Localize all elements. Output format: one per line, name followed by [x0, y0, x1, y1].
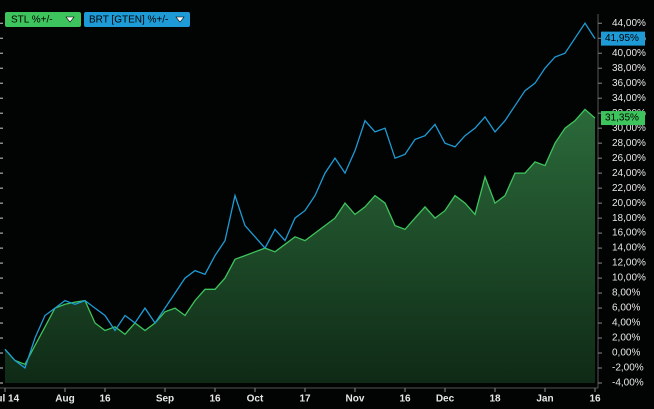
x-tick-label: 16: [99, 394, 111, 405]
y-tick-label: 36,00%: [612, 78, 646, 89]
value-label: 41,95%: [605, 33, 639, 44]
legend-label[interactable]: BRT [GTEN] %+/-: [89, 15, 168, 26]
y-tick-label: 30,00%: [612, 123, 646, 134]
y-tick-label: 38,00%: [612, 63, 646, 74]
legend-button[interactable]: STL %+/-: [5, 12, 81, 27]
y-tick-label: 44,00%: [612, 18, 646, 29]
x-tick-label: Oct: [247, 394, 264, 405]
value-label-box: [601, 31, 645, 46]
y-tick-label: 0,00%: [612, 348, 640, 359]
dropdown-arrow[interactable]: [65, 16, 75, 23]
x-tick-label: 17: [299, 394, 311, 405]
x-tick-label: 18: [489, 394, 501, 405]
y-tick-label: 6,00%: [612, 303, 640, 314]
y-tick-label: 4,00%: [612, 318, 640, 329]
y-tick-label: 12,00%: [612, 258, 646, 269]
x-tick-label: Jul 14: [0, 394, 20, 405]
y-tick-label: 40,00%: [612, 48, 646, 59]
y-tick-label: 28,00%: [612, 138, 646, 149]
y-tick-label: 18,00%: [612, 213, 646, 224]
legend-label[interactable]: STL %+/-: [11, 15, 53, 26]
x-tick-label: Aug: [55, 394, 74, 405]
area: [5, 109, 595, 384]
x-tick-label: Nov: [346, 394, 365, 405]
x-tick-label: 16: [399, 394, 411, 405]
y-tick-label: 14,00%: [612, 243, 646, 254]
value-label-box: [601, 111, 645, 126]
y-tick-label: 24,00%: [612, 168, 646, 179]
line: [4, 22, 596, 370]
y-tick-label: -2,00%: [612, 363, 644, 374]
y-tick-label: 26,00%: [612, 153, 646, 164]
x-tick-label: Dec: [436, 394, 455, 405]
value-label: 31,35%: [605, 113, 639, 124]
dropdown-arrow[interactable]: [175, 16, 185, 23]
legend-button[interactable]: BRT [GTEN] %+/-: [84, 12, 190, 27]
x-tick-label: Sep: [156, 394, 174, 405]
y-tick-label: 8,00%: [612, 288, 640, 299]
y-tick-label: 10,00%: [612, 273, 646, 284]
y-tick-label: 2,00%: [612, 333, 640, 344]
x-tick-label: 16: [209, 394, 221, 405]
y-tick-label: 34,00%: [612, 93, 646, 104]
x-tick-label: Jan: [536, 394, 553, 405]
y-tick-label: -4,00%: [612, 378, 644, 389]
y-tick-label: 22,00%: [612, 183, 646, 194]
y-tick-label: 16,00%: [612, 228, 646, 239]
legend-swatch[interactable]: [5, 12, 81, 27]
line: [4, 108, 596, 366]
y-tick-label: 20,00%: [612, 198, 646, 209]
legend-swatch[interactable]: [84, 12, 190, 27]
x-tick-label: 16: [589, 394, 601, 405]
